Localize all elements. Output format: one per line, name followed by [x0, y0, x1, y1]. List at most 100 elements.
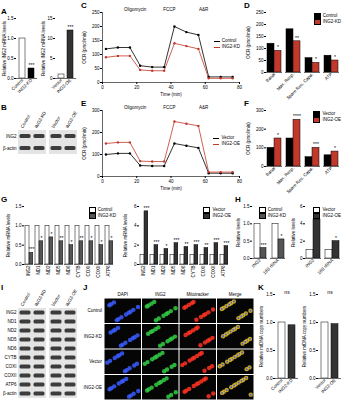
svg-text:*: * — [71, 239, 73, 245]
svg-text:CYTB: CYTB — [76, 266, 81, 278]
svg-text:ND5: ND5 — [56, 265, 61, 274]
svg-text:****: **** — [293, 113, 301, 119]
svg-text:***: *** — [214, 237, 220, 243]
svg-text:**: ** — [80, 235, 84, 241]
svg-text:Max. Resp.: Max. Resp. — [276, 72, 296, 92]
svg-text:0.0: 0.0 — [309, 376, 316, 381]
svg-text:COXI: COXI — [5, 364, 16, 369]
svg-text:ND6: ND6 — [181, 265, 186, 274]
svg-text:**: ** — [295, 35, 299, 41]
svg-text:4: 4 — [300, 221, 303, 226]
svg-text:0.0: 0.0 — [266, 376, 273, 381]
svg-text:0: 0 — [97, 174, 100, 179]
svg-text:100: 100 — [92, 152, 100, 157]
svg-text:*: * — [335, 235, 337, 241]
svg-text:A&R: A&R — [199, 7, 209, 12]
svg-text:Relative mtDNA copy numbers: Relative mtDNA copy numbers — [302, 305, 307, 367]
svg-text:Relative ING2 mRNA levels: Relative ING2 mRNA levels — [2, 20, 7, 76]
svg-text:*: * — [166, 243, 168, 249]
svg-text:80: 80 — [237, 85, 243, 90]
svg-text:Vector: Vector — [89, 359, 102, 364]
svg-text:***: *** — [174, 237, 180, 243]
svg-text:Vector: Vector — [51, 115, 62, 129]
svg-text:Relative mtDNA copy numbers: Relative mtDNA copy numbers — [259, 305, 264, 367]
svg-text:0: 0 — [261, 164, 264, 169]
svg-text:OCR (pmol/min): OCR (pmol/min) — [82, 31, 87, 64]
svg-text:0: 0 — [134, 262, 137, 267]
svg-text:40: 40 — [168, 85, 174, 90]
svg-text:16S rRNA: 16S rRNA — [316, 258, 334, 276]
svg-text:***: *** — [29, 62, 35, 68]
svg-text:ND6: ND6 — [7, 346, 16, 351]
svg-text:16S rRNA: 16S rRNA — [262, 258, 280, 276]
svg-text:A&R: A&R — [199, 105, 209, 110]
svg-text:ns: ns — [284, 289, 290, 295]
svg-text:ING2-OE: ING2-OE — [320, 378, 337, 395]
svg-text:Relative levels: Relative levels — [236, 217, 241, 247]
svg-text:ND2: ND2 — [46, 265, 51, 274]
svg-text:Relative levels: Relative levels — [291, 217, 296, 247]
svg-text:20: 20 — [134, 85, 140, 90]
svg-text:250: 250 — [92, 10, 100, 15]
svg-text:1.0: 1.0 — [266, 320, 273, 325]
svg-text:ND5: ND5 — [7, 337, 16, 342]
svg-text:ATP: ATP — [324, 72, 333, 81]
svg-text:Merge: Merge — [229, 292, 242, 297]
svg-text:ND1: ND1 — [7, 319, 16, 324]
svg-text:2: 2 — [134, 243, 137, 248]
svg-text:300: 300 — [256, 108, 264, 113]
svg-text:*: * — [51, 231, 53, 237]
svg-text:**: ** — [185, 241, 189, 247]
svg-text:ING2: ING2 — [26, 265, 31, 276]
svg-text:Oligomycin: Oligomycin — [124, 7, 147, 12]
svg-text:ATP6: ATP6 — [221, 265, 226, 276]
svg-text:10: 10 — [47, 36, 53, 41]
svg-text:0.5: 0.5 — [7, 56, 14, 61]
svg-text:Time (min): Time (min) — [160, 92, 182, 97]
svg-text:5: 5 — [50, 56, 53, 61]
svg-text:1.5: 1.5 — [7, 16, 14, 21]
svg-text:Relative mRNA levels: Relative mRNA levels — [123, 213, 128, 257]
svg-text:ND1: ND1 — [151, 265, 156, 274]
svg-text:1.0: 1.0 — [243, 221, 250, 226]
svg-text:Mitotracker: Mitotracker — [187, 292, 210, 297]
svg-text:250: 250 — [256, 10, 264, 15]
svg-text:***: *** — [29, 246, 35, 252]
svg-text:300: 300 — [92, 108, 100, 113]
svg-text:ING2-OE: ING2-OE — [83, 385, 102, 390]
svg-text:100: 100 — [92, 52, 100, 57]
svg-text:15: 15 — [47, 16, 53, 21]
svg-text:40: 40 — [168, 179, 174, 184]
svg-text:ING2: ING2 — [304, 257, 315, 268]
svg-text:*: * — [334, 54, 336, 60]
svg-text:0: 0 — [261, 70, 264, 75]
svg-text:0.5: 0.5 — [243, 239, 250, 244]
svg-text:***: *** — [68, 24, 74, 30]
svg-text:0: 0 — [50, 76, 53, 81]
svg-text:*: * — [281, 233, 283, 239]
svg-text:0.0: 0.0 — [243, 256, 250, 261]
svg-text:Max. Resp.: Max. Resp. — [276, 166, 296, 186]
svg-text:COXII: COXII — [211, 266, 216, 278]
svg-text:FCCP: FCCP — [163, 105, 175, 110]
svg-text:0.5: 0.5 — [15, 243, 22, 248]
svg-text:0: 0 — [101, 85, 104, 90]
svg-text:ND2: ND2 — [7, 328, 16, 333]
svg-text:ND1: ND1 — [36, 265, 41, 274]
svg-text:Time (min): Time (min) — [160, 186, 182, 191]
svg-text:ATP: ATP — [324, 166, 333, 175]
svg-text:1.0: 1.0 — [309, 320, 316, 325]
svg-text:COXII: COXII — [96, 266, 101, 278]
svg-text:1.5: 1.5 — [266, 292, 273, 297]
svg-text:0: 0 — [97, 80, 100, 85]
svg-text:ING2-OE: ING2-OE — [56, 78, 73, 95]
svg-text:60: 60 — [203, 179, 209, 184]
svg-text:200: 200 — [256, 22, 264, 27]
svg-text:100: 100 — [256, 145, 264, 150]
svg-text:1.5: 1.5 — [309, 292, 316, 297]
svg-text:Relative ING2 mRNA levels: Relative ING2 mRNA levels — [41, 20, 46, 76]
svg-text:COXI: COXI — [86, 266, 91, 277]
svg-text:1.5: 1.5 — [15, 204, 22, 209]
svg-text:4: 4 — [134, 223, 137, 228]
svg-text:Control: Control — [20, 292, 32, 307]
